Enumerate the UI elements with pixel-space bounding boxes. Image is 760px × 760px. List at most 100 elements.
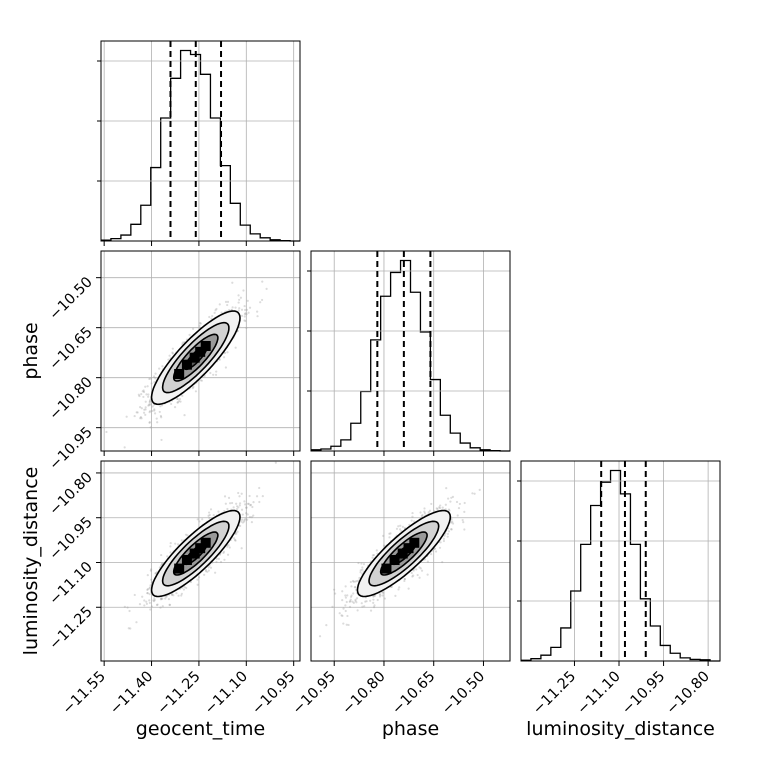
sample-point	[144, 408, 147, 411]
sample-point	[355, 601, 358, 604]
sample-point	[450, 496, 453, 499]
density-peak	[174, 563, 185, 574]
sample-point	[154, 572, 157, 575]
sample-point	[159, 414, 163, 418]
sample-point	[148, 404, 151, 407]
x-tick-label: −10.50	[439, 669, 488, 718]
sample-point	[171, 347, 174, 350]
sample-point	[344, 594, 347, 597]
sample-point	[227, 496, 231, 499]
sample-point	[352, 601, 355, 604]
sample-point	[388, 536, 391, 539]
sample-point	[153, 598, 156, 602]
sample-point	[207, 569, 210, 572]
sample-point	[412, 574, 415, 577]
contour-line	[379, 531, 428, 576]
sample-point	[381, 591, 384, 594]
sample-point	[234, 346, 237, 349]
sample-point	[243, 315, 246, 318]
histogram-panel-phase	[307, 250, 511, 452]
sample-point	[143, 604, 146, 607]
sample-point	[172, 594, 175, 597]
sample-point	[197, 576, 201, 579]
sample-point	[168, 603, 172, 606]
sample-point	[142, 395, 145, 399]
sample-point	[341, 614, 344, 618]
sample-point	[226, 351, 229, 354]
scatter-points	[123, 461, 277, 630]
panel-frame	[310, 250, 511, 452]
sample-point	[218, 358, 221, 361]
sample-point	[209, 508, 213, 511]
sample-point	[125, 415, 128, 418]
sample-point	[208, 513, 211, 517]
sample-point	[438, 506, 442, 510]
sample-point	[245, 506, 248, 509]
sample-point	[179, 400, 182, 403]
sample-point	[239, 296, 243, 299]
sample-point	[352, 592, 355, 595]
sample-point	[192, 385, 195, 388]
sample-point	[351, 600, 354, 603]
sample-point	[438, 506, 441, 509]
sample-point	[372, 606, 376, 609]
sample-point	[152, 600, 156, 603]
histogram-panel-geocent_time	[97, 40, 301, 242]
sample-point	[344, 596, 348, 599]
sample-point	[171, 593, 174, 596]
sample-point	[473, 492, 476, 495]
sample-point	[207, 514, 210, 517]
sample-point	[261, 495, 264, 498]
sample-point	[435, 507, 438, 510]
sample-point	[398, 528, 402, 531]
sample-point	[188, 333, 191, 336]
y-axis-label: luminosity_distance	[20, 467, 42, 656]
sample-point	[208, 511, 211, 514]
panel-frame	[520, 460, 721, 662]
sample-point	[394, 594, 397, 597]
sample-point	[238, 504, 241, 507]
histogram-step-geocent_time	[101, 49, 300, 242]
sample-point	[177, 594, 180, 597]
sample-point	[151, 405, 154, 408]
sample-point	[226, 303, 229, 307]
sample-point	[222, 550, 226, 553]
sample-point	[256, 310, 259, 313]
density-peak	[174, 369, 185, 379]
sample-point	[146, 588, 149, 592]
sample-point	[397, 525, 400, 528]
y-tick-label: −11.10	[47, 559, 96, 608]
sample-point	[447, 497, 450, 500]
sample-point	[198, 324, 201, 327]
sample-point	[158, 410, 161, 414]
sample-point	[447, 530, 451, 533]
sample-point	[149, 399, 152, 402]
sample-point	[168, 354, 171, 357]
y-tick-label: −10.80	[47, 374, 96, 423]
sample-point	[244, 517, 247, 521]
sample-point	[159, 405, 162, 408]
sample-point	[426, 573, 429, 576]
sample-point	[220, 311, 223, 314]
sample-point	[348, 605, 352, 609]
sample-point	[372, 598, 375, 601]
sample-point	[148, 599, 151, 602]
sample-point	[382, 534, 385, 537]
sample-point	[242, 289, 245, 292]
sample-point	[381, 594, 384, 597]
sample-point	[441, 560, 444, 564]
sample-point	[159, 606, 162, 609]
sample-point	[160, 438, 163, 442]
sample-point	[408, 523, 411, 526]
sample-point	[376, 598, 379, 602]
sample-point	[146, 588, 149, 591]
sample-point	[427, 511, 430, 514]
sample-point	[142, 390, 146, 394]
sample-point	[248, 515, 252, 519]
sample-point	[478, 488, 481, 492]
sample-point	[180, 592, 183, 595]
sample-point	[369, 609, 373, 612]
histogram-panel-luminosity_distance	[517, 460, 721, 662]
x-tick-label: −11.25	[154, 669, 203, 718]
